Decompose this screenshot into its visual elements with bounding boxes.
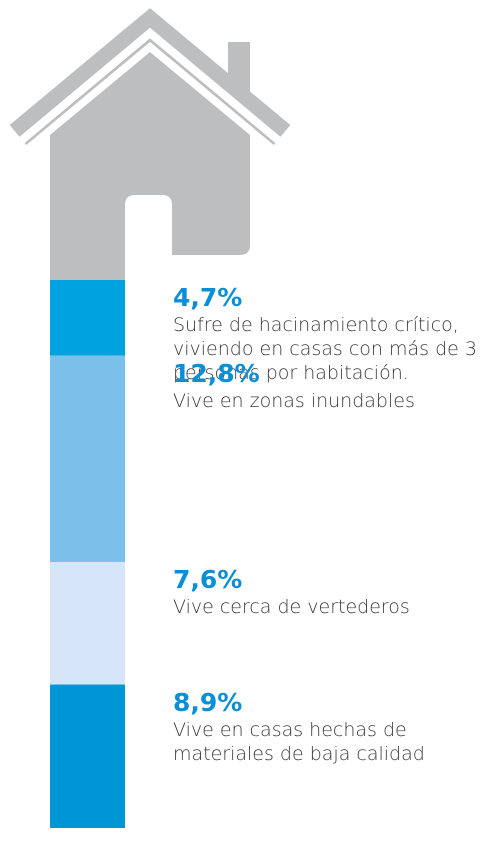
roof: [9, 8, 291, 145]
category-label: Sufre de hacinamiento crítico, viviendo …: [173, 314, 477, 384]
segment-label: 8,9% Vive en casas hechas de materiales d…: [173, 688, 491, 766]
bar-segment: [50, 562, 125, 685]
category-label: Vive cerca de vertederos: [173, 596, 410, 619]
bar-segment: [50, 280, 125, 356]
value-label: 4,7%: [173, 283, 243, 312]
segment-label: 7,6% Vive cerca de vertederos: [173, 565, 491, 619]
roof-gap: [7, 27, 293, 154]
house-body: [50, 52, 250, 281]
segment-label: 12,8% Vive en zonas inundables: [173, 359, 491, 413]
category-label: Vive en casas hechas de materiales de ba…: [173, 718, 425, 765]
value-label: 7,6%: [173, 565, 243, 595]
segment-label: 4,7% Sufre de hacinamiento crítico, vivie…: [173, 283, 491, 385]
category-label: Vive en zonas inundables: [173, 389, 415, 412]
value-label: 12,8%: [173, 358, 260, 388]
bar-segment: [50, 355, 125, 563]
chimney: [228, 42, 250, 92]
bar-segment: [50, 684, 125, 828]
value-label: 8,9%: [173, 687, 243, 717]
